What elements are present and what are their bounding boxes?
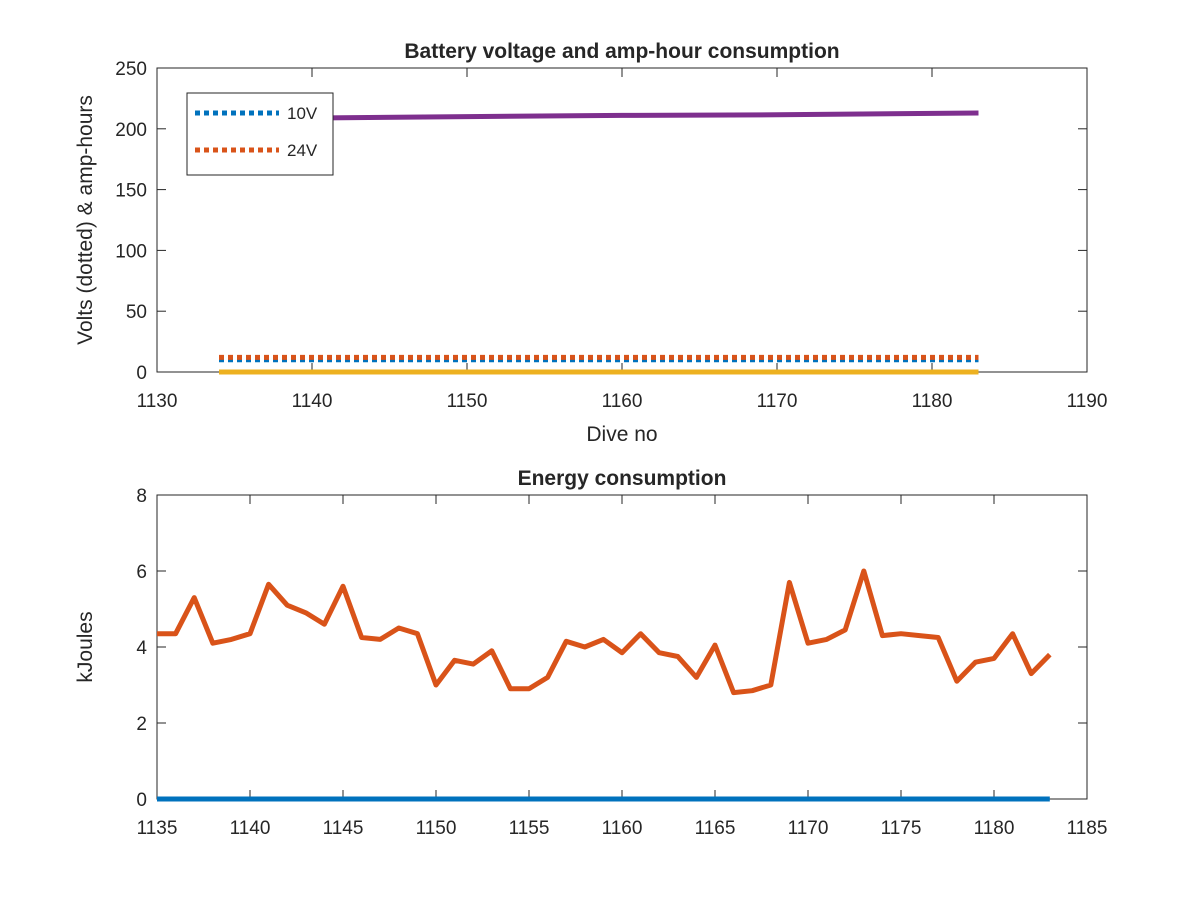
x-tick-label: 1155 xyxy=(509,818,550,839)
x-tick-label: 1140 xyxy=(292,391,333,412)
axes-box xyxy=(156,494,1088,800)
legend-box xyxy=(186,92,334,176)
x-tick-label: 1150 xyxy=(447,391,488,412)
chart-title: Energy consumption xyxy=(518,467,727,490)
x-tick-label: 1190 xyxy=(1067,391,1108,412)
x-tick-label: 1150 xyxy=(416,818,457,839)
y-axis-label: Volts (dotted) & amp-hours xyxy=(74,95,97,345)
x-tick-label: 1140 xyxy=(230,818,271,839)
x-tick-label: 1180 xyxy=(912,391,953,412)
y-tick-label: 0 xyxy=(136,790,147,811)
energy-chart: 1135 1140 1145 1150 1155 1160 1165 1170 1175 1180… xyxy=(74,467,1107,839)
x-tick-label: 1170 xyxy=(788,818,829,839)
x-tick-label: 1185 xyxy=(1067,818,1108,839)
x-tick-label: 1165 xyxy=(695,818,736,839)
series-line-3 xyxy=(327,110,979,121)
voltage-chart: 1130 1140 1150 1160 1170 1180 1190 0 50 100 150 200… xyxy=(74,40,1107,446)
x-tick-label: 1180 xyxy=(974,818,1015,839)
legend-label: 10V xyxy=(287,104,318,123)
x-tick-label: 1160 xyxy=(602,391,643,412)
legend-label: 24V xyxy=(287,141,318,160)
x-tick-label: 1175 xyxy=(881,818,922,839)
y-tick-label: 4 xyxy=(136,638,147,659)
y-tick-label: 8 xyxy=(136,486,147,507)
y-tick-label: 50 xyxy=(126,302,147,323)
y-tick-label: 6 xyxy=(136,562,147,583)
y-tick-label: 0 xyxy=(136,363,147,384)
y-axis-label: kJoules xyxy=(74,611,97,682)
x-tick-label: 1135 xyxy=(137,818,178,839)
x-axis-label: Dive no xyxy=(586,423,657,446)
y-tick-label: 150 xyxy=(115,181,147,202)
y-tick-label: 100 xyxy=(115,241,147,262)
x-tick-label: 1160 xyxy=(602,818,643,839)
x-tick-label: 1145 xyxy=(323,818,364,839)
y-tick-label: 2 xyxy=(136,714,147,735)
series-line-1 xyxy=(157,568,1052,696)
x-tick-label: 1130 xyxy=(137,391,178,412)
x-tick-label: 1170 xyxy=(757,391,798,412)
y-tick-label: 200 xyxy=(115,120,147,141)
chart-title: Battery voltage and amp-hour consumption xyxy=(404,40,839,63)
y-tick-label: 250 xyxy=(115,59,147,80)
